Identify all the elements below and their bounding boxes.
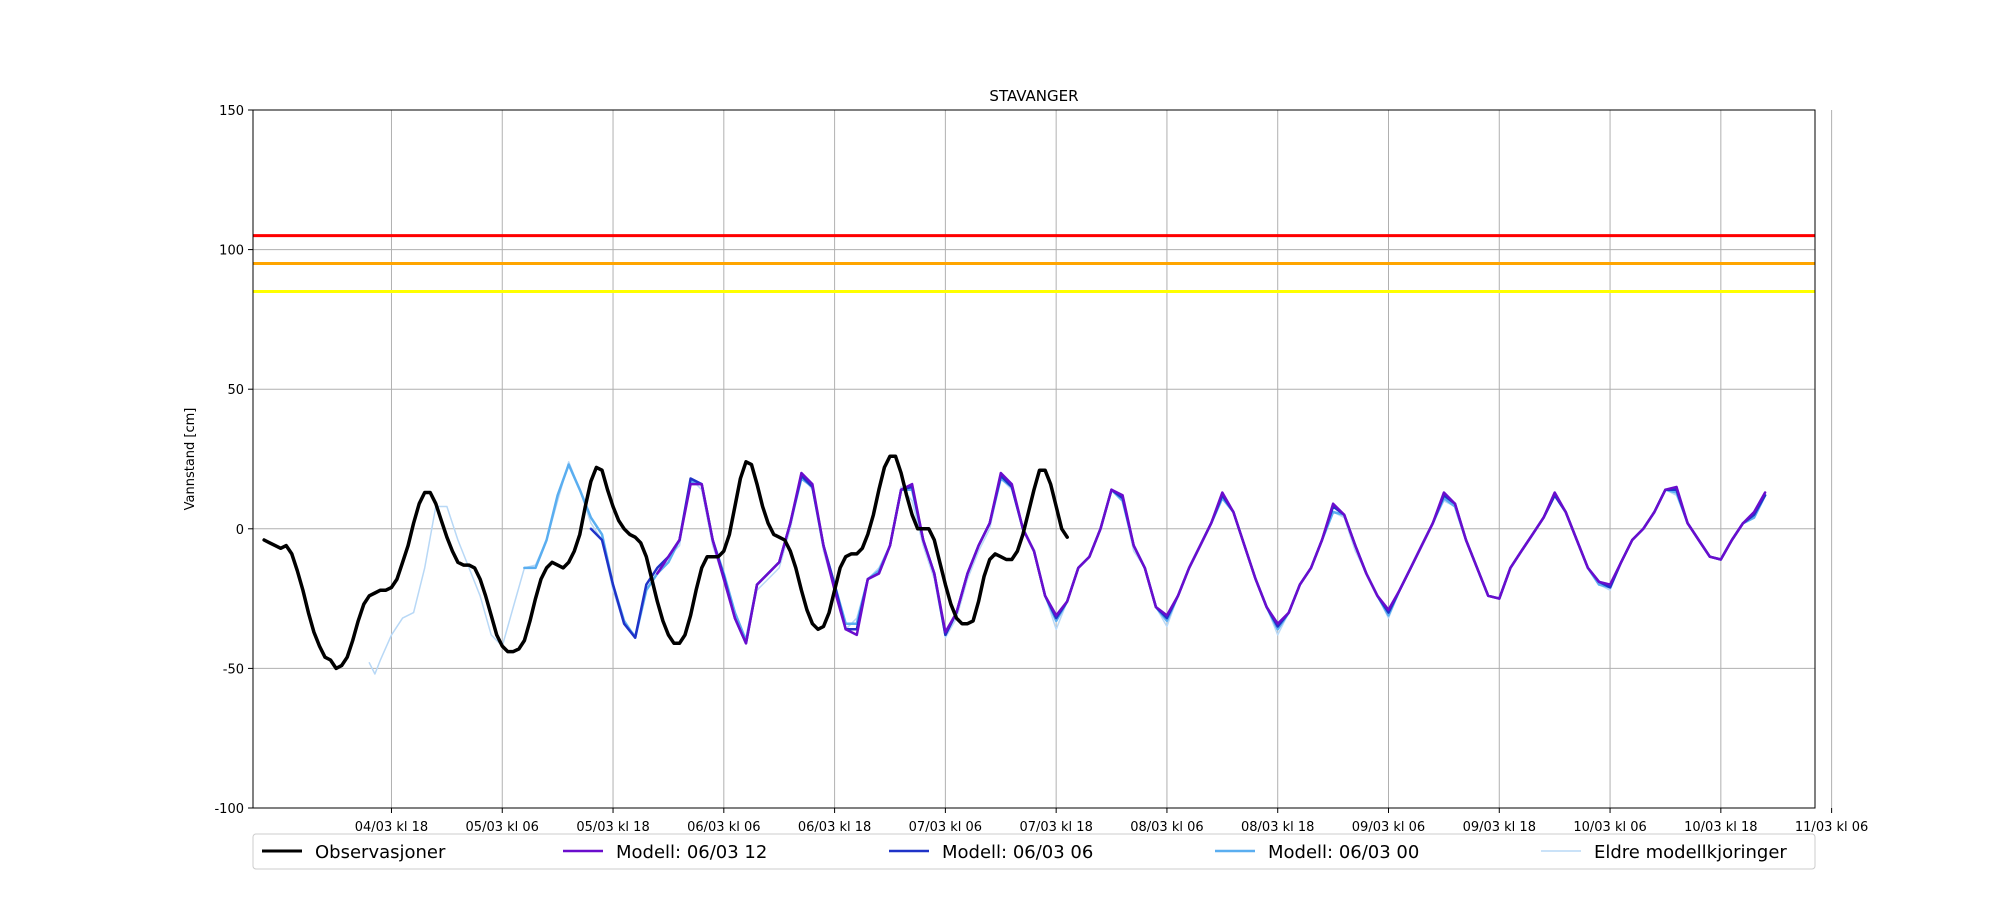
y-axis-label: Vannstand [cm] [183, 408, 198, 511]
x-tick-label: 06/03 kl 18 [798, 820, 871, 835]
legend-label: Modell: 06/03 12 [616, 842, 767, 863]
chart-title: STAVANGER [989, 87, 1078, 105]
x-tick-label: 10/03 kl 06 [1573, 820, 1646, 835]
legend-label: Eldre modellkjoringer [1594, 842, 1787, 863]
legend-label: Observasjoner [315, 842, 446, 863]
x-tick-label: 05/03 kl 18 [576, 820, 649, 835]
x-tick-label: 08/03 kl 06 [1130, 820, 1203, 835]
y-tick-label: 150 [219, 104, 244, 119]
x-tick-label: 11/03 kl 06 [1795, 820, 1868, 835]
series-line [656, 471, 1767, 645]
x-tick-label: 04/03 kl 18 [355, 820, 428, 835]
plot-area-frame [252, 109, 1816, 809]
y-tick-label: -100 [214, 802, 244, 817]
x-tick-label: 09/03 kl 06 [1352, 820, 1425, 835]
x-tick-label: 09/03 kl 18 [1463, 820, 1536, 835]
legend: Observasjoner Modell: 06/03 12 Modell: 06/… [252, 833, 1816, 870]
threshold-lines [253, 234, 1815, 293]
x-tick-label: 07/03 kl 06 [909, 820, 982, 835]
series-line [262, 454, 1069, 671]
y-tick-label: 100 [219, 244, 244, 259]
series-lines [262, 454, 1767, 675]
x-tick-label: 10/03 kl 18 [1684, 820, 1757, 835]
x-tick-label: 07/03 kl 18 [1019, 820, 1092, 835]
y-axis: -100 -50 0 50 100 150 [214, 104, 253, 817]
y-tick-label: 0 [236, 523, 244, 538]
y-tick-label: 50 [227, 383, 244, 398]
legend-label: Modell: 06/03 06 [942, 842, 1093, 863]
legend-label: Modell: 06/03 00 [1268, 842, 1419, 863]
x-tick-label: 08/03 kl 18 [1241, 820, 1314, 835]
y-tick-label: -50 [223, 662, 244, 677]
x-tick-label: 05/03 kl 06 [466, 820, 539, 835]
x-tick-label: 06/03 kl 06 [687, 820, 760, 835]
legend-box [252, 833, 1816, 870]
x-axis: 04/03 kl 18 05/03 kl 06 05/03 kl 18 06/03 k… [355, 808, 1868, 835]
